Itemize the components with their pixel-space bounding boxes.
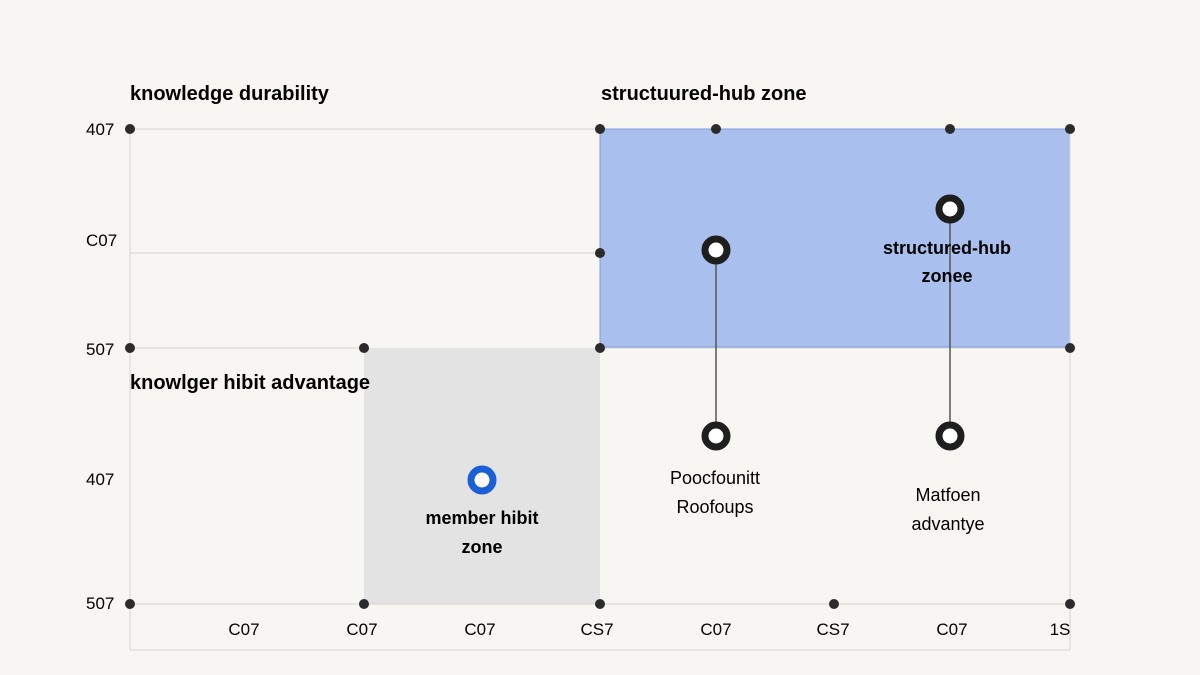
y-tick-label: 407 [86,120,114,139]
grid-dot [595,599,605,609]
y-tick-label: 507 [86,340,114,359]
heading-knowledge-durability: knowledge durability [130,83,330,105]
hub-zone-label: structured-hub [883,238,1011,258]
x-tick-label: 1S [1050,620,1071,639]
grid-dot [595,248,605,258]
grid-dot [711,124,721,134]
grid-dot [829,599,839,609]
grid-dot [945,124,955,134]
y-tick-label: 407 [86,470,114,489]
heading-hibit-advantage: knowlger hibit advantage [130,372,370,394]
grid-dot [1065,599,1075,609]
member-marker [467,465,497,495]
x-tick-label: CS7 [816,620,849,639]
grid-dot [125,124,135,134]
grid-dot [595,343,605,353]
grid-dot [595,124,605,134]
grid-dot [125,343,135,353]
grid-dot [359,343,369,353]
x-tick-label: C07 [700,620,731,639]
point-label-right: advantye [911,514,984,534]
hub-zone [599,128,1071,348]
hub-zone-label: zonee [921,266,972,286]
x-tick-label: C07 [936,620,967,639]
point-label-left: Roofoups [676,497,753,517]
ring-marker [935,421,965,451]
ring-marker [701,421,731,451]
x-tick-label: CS7 [580,620,613,639]
member-zone-label: member hibit [425,508,538,528]
ring-marker [701,235,731,265]
point-label-left: Poocfounitt [670,468,760,488]
y-tick-label: C07 [86,231,117,250]
x-tick-label: C07 [346,620,377,639]
heading-structured-hub: structuured-hub zone [601,83,807,105]
y-tick-label: 507 [86,594,114,613]
ring-markers [467,194,965,495]
x-tick-label: C07 [228,620,259,639]
ring-marker [935,194,965,224]
grid-dot [125,599,135,609]
grid-dot [1065,343,1075,353]
grid-dot [359,599,369,609]
x-tick-label: C07 [464,620,495,639]
point-label-right: Matfoen [915,485,980,505]
grid-dot [1065,124,1075,134]
member-zone-label: zone [461,537,502,557]
grid-dots [125,124,1075,609]
